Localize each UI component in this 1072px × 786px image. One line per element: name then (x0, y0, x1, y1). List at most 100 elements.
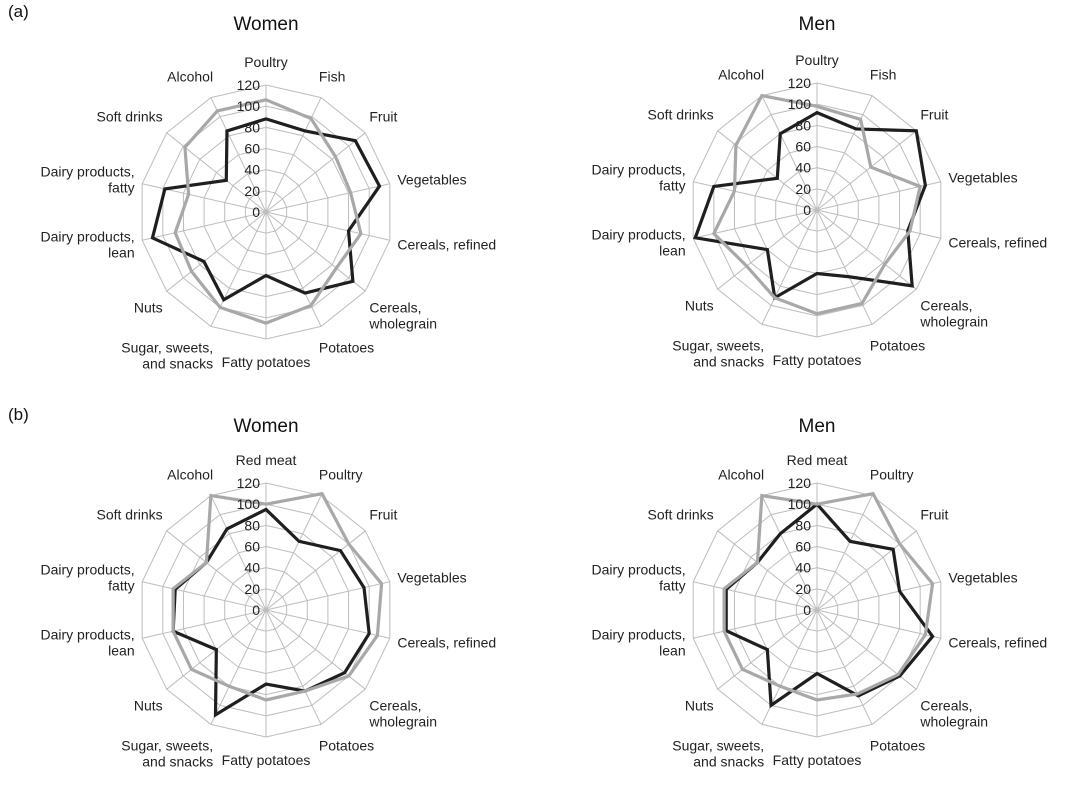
category-label-cereals-refined: Cereals, refined (948, 634, 1047, 650)
category-label-red-meat: Red meat (236, 452, 297, 468)
spoke-soft-drinks (166, 530, 267, 611)
tick-label-40: 40 (244, 162, 260, 178)
tick-label-120: 120 (788, 75, 812, 91)
spoke-potatoes (816, 609, 873, 725)
tick-label-80: 80 (244, 517, 260, 533)
series-line-1 (693, 110, 927, 301)
tick-label-60: 60 (244, 141, 260, 157)
series-line-1 (150, 117, 382, 302)
spoke-nuts (166, 211, 267, 292)
category-label-fruit: Fruit (369, 109, 397, 125)
radar-chart-4: Men 0 20 40 60 80 100 120 Red meat Poultry Fruit Ve… (591, 416, 1047, 770)
spoke-fruit (816, 530, 917, 611)
tick-label-0: 0 (252, 602, 260, 618)
tick-label-120: 120 (788, 475, 812, 491)
spoke-alcohol (761, 495, 818, 611)
category-label-fish: Fish (319, 68, 345, 84)
spoke-fruit (265, 132, 366, 213)
category-label-soft-drinks: Soft drinks (647, 507, 713, 523)
spoke-dairy-products-fatty (142, 581, 267, 611)
chart-title: Women (233, 14, 298, 35)
tick-label-100: 100 (237, 98, 261, 114)
category-label-potatoes: Potatoes (319, 340, 374, 356)
category-label-vegetables: Vegetables (948, 170, 1017, 186)
tick-label-60: 60 (795, 139, 811, 155)
spoke-cereals-refined (816, 609, 941, 639)
spoke-dairy-products-fatty (693, 581, 818, 611)
tick-label-80: 80 (244, 119, 260, 135)
spoke-vegetables (265, 581, 390, 611)
category-label-nuts: Nuts (134, 697, 163, 713)
category-label-cereals-refined: Cereals, refined (397, 634, 496, 650)
category-label-dairy-products-fatty: Dairy products, fatty (40, 562, 134, 594)
spoke-cereals-refined (265, 211, 390, 241)
spoke-sugar-sweets-and-snacks (761, 209, 818, 325)
category-label-sugar-sweets-and-snacks: Sugar, sweets, and snacks (672, 338, 764, 370)
spoke-fruit (816, 130, 917, 211)
panel-label-b: (b) (8, 405, 29, 424)
category-label-dairy-products-lean: Dairy products, lean (40, 626, 134, 658)
category-label-sugar-sweets-and-snacks: Sugar, sweets, and snacks (121, 340, 213, 372)
category-label-cereals-wholegrain: Cereals, wholegrain (919, 297, 988, 329)
spoke-poultry (265, 495, 322, 611)
tick-label-100: 100 (237, 496, 261, 512)
radar-chart-3: Women 0 20 40 60 80 100 120 Red meat Poultry Fruit… (40, 416, 496, 770)
tick-label-0: 0 (803, 602, 811, 618)
series-line-2 (711, 93, 923, 316)
spoke-cereals-wholegrain (816, 609, 917, 690)
category-label-nuts: Nuts (685, 297, 714, 313)
category-label-fatty-potatoes: Fatty potatoes (773, 752, 862, 768)
spoke-soft-drinks (717, 130, 818, 211)
category-label-alcohol: Alcohol (167, 466, 213, 482)
category-label-potatoes: Potatoes (870, 338, 925, 354)
category-label-cereals-refined: Cereals, refined (397, 236, 496, 252)
category-label-soft-drinks: Soft drinks (96, 109, 162, 125)
spoke-soft-drinks (717, 530, 818, 611)
series-line-2 (171, 491, 384, 702)
category-label-cereals-wholegrain: Cereals, wholegrain (368, 299, 437, 331)
panel-label-a: (a) (8, 2, 29, 21)
tick-label-60: 60 (795, 539, 811, 555)
tick-label-120: 120 (237, 77, 261, 93)
spoke-fruit (265, 530, 366, 611)
chart-title: Men (799, 416, 836, 437)
spoke-fish (816, 95, 873, 211)
tick-label-40: 40 (795, 160, 811, 176)
spoke-vegetables (816, 581, 941, 611)
category-label-dairy-products-lean: Dairy products, lean (40, 228, 134, 260)
category-label-sugar-sweets-and-snacks: Sugar, sweets, and snacks (672, 738, 764, 770)
chart-title: Men (799, 14, 836, 35)
spoke-dairy-products-lean (142, 211, 267, 241)
spoke-alcohol (761, 95, 818, 211)
tick-label-20: 20 (795, 581, 811, 597)
series-line-2 (173, 98, 363, 325)
category-label-nuts: Nuts (685, 697, 714, 713)
category-label-alcohol: Alcohol (718, 466, 764, 482)
category-label-cereals-wholegrain: Cereals, wholegrain (919, 697, 988, 729)
spoke-poultry (816, 495, 873, 611)
category-label-fruit: Fruit (369, 507, 397, 523)
category-label-potatoes: Potatoes (319, 738, 374, 754)
tick-label-20: 20 (795, 181, 811, 197)
category-label-fruit: Fruit (920, 107, 948, 123)
tick-label-100: 100 (788, 96, 812, 112)
category-label-alcohol: Alcohol (718, 66, 764, 82)
category-label-dairy-products-fatty: Dairy products, fatty (591, 162, 685, 194)
category-label-dairy-products-fatty: Dairy products, fatty (591, 562, 685, 594)
category-label-vegetables: Vegetables (397, 172, 466, 188)
tick-label-40: 40 (244, 560, 260, 576)
category-label-poultry: Poultry (244, 54, 288, 70)
category-label-fatty-potatoes: Fatty potatoes (222, 354, 311, 370)
category-label-alcohol: Alcohol (167, 68, 213, 84)
spoke-potatoes (816, 209, 873, 325)
category-label-fish: Fish (870, 66, 896, 82)
tick-label-0: 0 (252, 204, 260, 220)
category-label-fatty-potatoes: Fatty potatoes (222, 752, 311, 768)
category-label-cereals-refined: Cereals, refined (948, 234, 1047, 250)
spoke-vegetables (265, 183, 390, 213)
tick-label-120: 120 (237, 475, 261, 491)
spoke-dairy-products-fatty (142, 183, 267, 213)
category-label-poultry: Poultry (319, 466, 363, 482)
category-label-poultry: Poultry (870, 466, 914, 482)
